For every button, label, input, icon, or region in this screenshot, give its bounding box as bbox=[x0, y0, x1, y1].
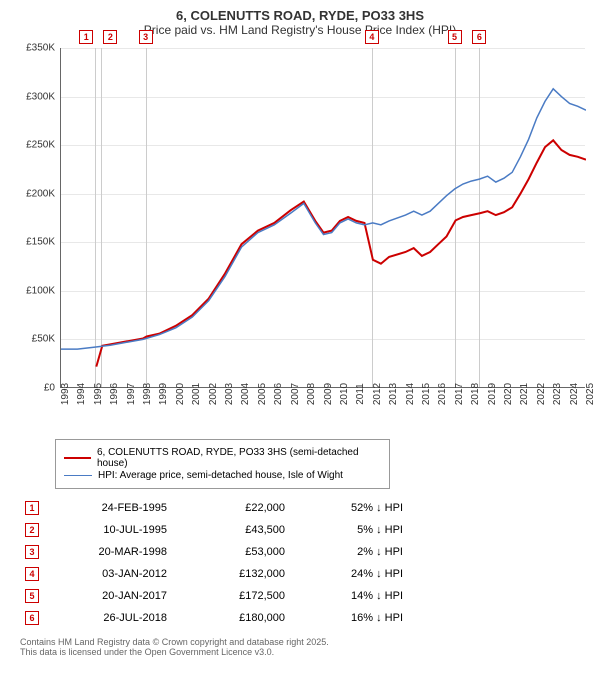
legend: 6, COLENUTTS ROAD, RYDE, PO33 3HS (semi-… bbox=[55, 439, 390, 489]
cell-price: £132,000 bbox=[185, 568, 285, 580]
legend-item: HPI: Average price, semi-detached house,… bbox=[64, 470, 381, 481]
legend-swatch bbox=[64, 457, 91, 459]
marker-badge: 5 bbox=[448, 30, 462, 44]
transaction-table: 124-FEB-1995£22,00052% ↓ HPI210-JUL-1995… bbox=[25, 497, 590, 629]
table-row: 3 20-MAR-1998 £53,000 2% ↓ HPI bbox=[25, 541, 590, 563]
cell-date: 20-MAR-1998 bbox=[57, 546, 167, 558]
y-tick-label: £350K bbox=[15, 43, 55, 54]
row-marker-badge: 4 bbox=[25, 567, 39, 581]
table-row: 5 20-JAN-2017 £172,500 14% ↓ HPI bbox=[25, 585, 590, 607]
chart-area: £0£50K£100K£150K£200K£250K£300K£350K 123… bbox=[15, 43, 590, 433]
cell-price: £172,500 bbox=[185, 590, 285, 602]
table-row: 1 24-FEB-1995 £22,000 52% ↓ HPI bbox=[25, 497, 590, 519]
table-row: 2 10-JUL-1995 £43,500 5% ↓ HPI bbox=[25, 519, 590, 541]
cell-price: £43,500 bbox=[185, 524, 285, 536]
x-tick-label: 2025 bbox=[585, 383, 600, 405]
row-marker-badge: 3 bbox=[25, 545, 39, 559]
cell-diff: 5% ↓ HPI bbox=[303, 524, 403, 536]
y-tick-label: £250K bbox=[15, 140, 55, 151]
marker-badge: 2 bbox=[103, 30, 117, 44]
cell-price: £53,000 bbox=[185, 546, 285, 558]
cell-diff: 14% ↓ HPI bbox=[303, 590, 403, 602]
row-marker-badge: 1 bbox=[25, 501, 39, 515]
marker-badge: 6 bbox=[472, 30, 486, 44]
cell-price: £22,000 bbox=[185, 502, 285, 514]
cell-date: 03-JAN-2012 bbox=[57, 568, 167, 580]
row-marker-badge: 5 bbox=[25, 589, 39, 603]
cell-date: 24-FEB-1995 bbox=[57, 502, 167, 514]
cell-diff: 52% ↓ HPI bbox=[303, 502, 403, 514]
y-tick-label: £0 bbox=[15, 383, 55, 394]
chart-title: 6, COLENUTTS ROAD, RYDE, PO33 3HS bbox=[10, 8, 590, 23]
cell-date: 20-JAN-2017 bbox=[57, 590, 167, 602]
cell-diff: 24% ↓ HPI bbox=[303, 568, 403, 580]
marker-badge: 4 bbox=[365, 30, 379, 44]
cell-diff: 2% ↓ HPI bbox=[303, 546, 403, 558]
marker-badge: 3 bbox=[139, 30, 153, 44]
chart-subtitle: Price paid vs. HM Land Registry's House … bbox=[10, 23, 590, 37]
cell-date: 26-JUL-2018 bbox=[57, 612, 167, 624]
legend-swatch bbox=[64, 475, 92, 477]
table-row: 4 03-JAN-2012 £132,000 24% ↓ HPI bbox=[25, 563, 590, 585]
y-tick-label: £150K bbox=[15, 237, 55, 248]
y-tick-label: £100K bbox=[15, 285, 55, 296]
cell-diff: 16% ↓ HPI bbox=[303, 612, 403, 624]
y-tick-label: £200K bbox=[15, 188, 55, 199]
plot-region bbox=[60, 48, 585, 388]
footer-line-2: This data is licensed under the Open Gov… bbox=[20, 647, 590, 657]
footer-line-1: Contains HM Land Registry data © Crown c… bbox=[20, 637, 590, 647]
cell-date: 10-JUL-1995 bbox=[57, 524, 167, 536]
y-tick-label: £50K bbox=[15, 334, 55, 345]
cell-price: £180,000 bbox=[185, 612, 285, 624]
series-line bbox=[61, 89, 586, 349]
row-marker-badge: 2 bbox=[25, 523, 39, 537]
legend-label: 6, COLENUTTS ROAD, RYDE, PO33 3HS (semi-… bbox=[97, 447, 381, 469]
table-row: 6 26-JUL-2018 £180,000 16% ↓ HPI bbox=[25, 607, 590, 629]
footer-text: Contains HM Land Registry data © Crown c… bbox=[20, 637, 590, 657]
legend-label: HPI: Average price, semi-detached house,… bbox=[98, 470, 343, 481]
line-series bbox=[61, 48, 586, 388]
marker-badge: 1 bbox=[79, 30, 93, 44]
series-line bbox=[96, 140, 586, 366]
y-tick-label: £300K bbox=[15, 91, 55, 102]
legend-item: 6, COLENUTTS ROAD, RYDE, PO33 3HS (semi-… bbox=[64, 447, 381, 469]
row-marker-badge: 6 bbox=[25, 611, 39, 625]
